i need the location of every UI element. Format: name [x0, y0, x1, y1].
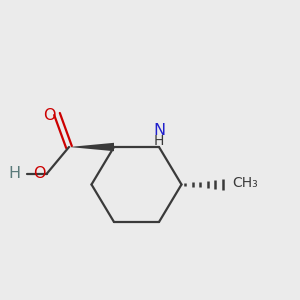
Text: H: H: [8, 166, 20, 181]
Text: N: N: [153, 123, 165, 138]
Text: O: O: [43, 108, 56, 123]
Text: O: O: [33, 166, 46, 181]
Polygon shape: [69, 143, 114, 151]
Text: H: H: [154, 134, 164, 148]
Text: CH₃: CH₃: [232, 176, 258, 190]
